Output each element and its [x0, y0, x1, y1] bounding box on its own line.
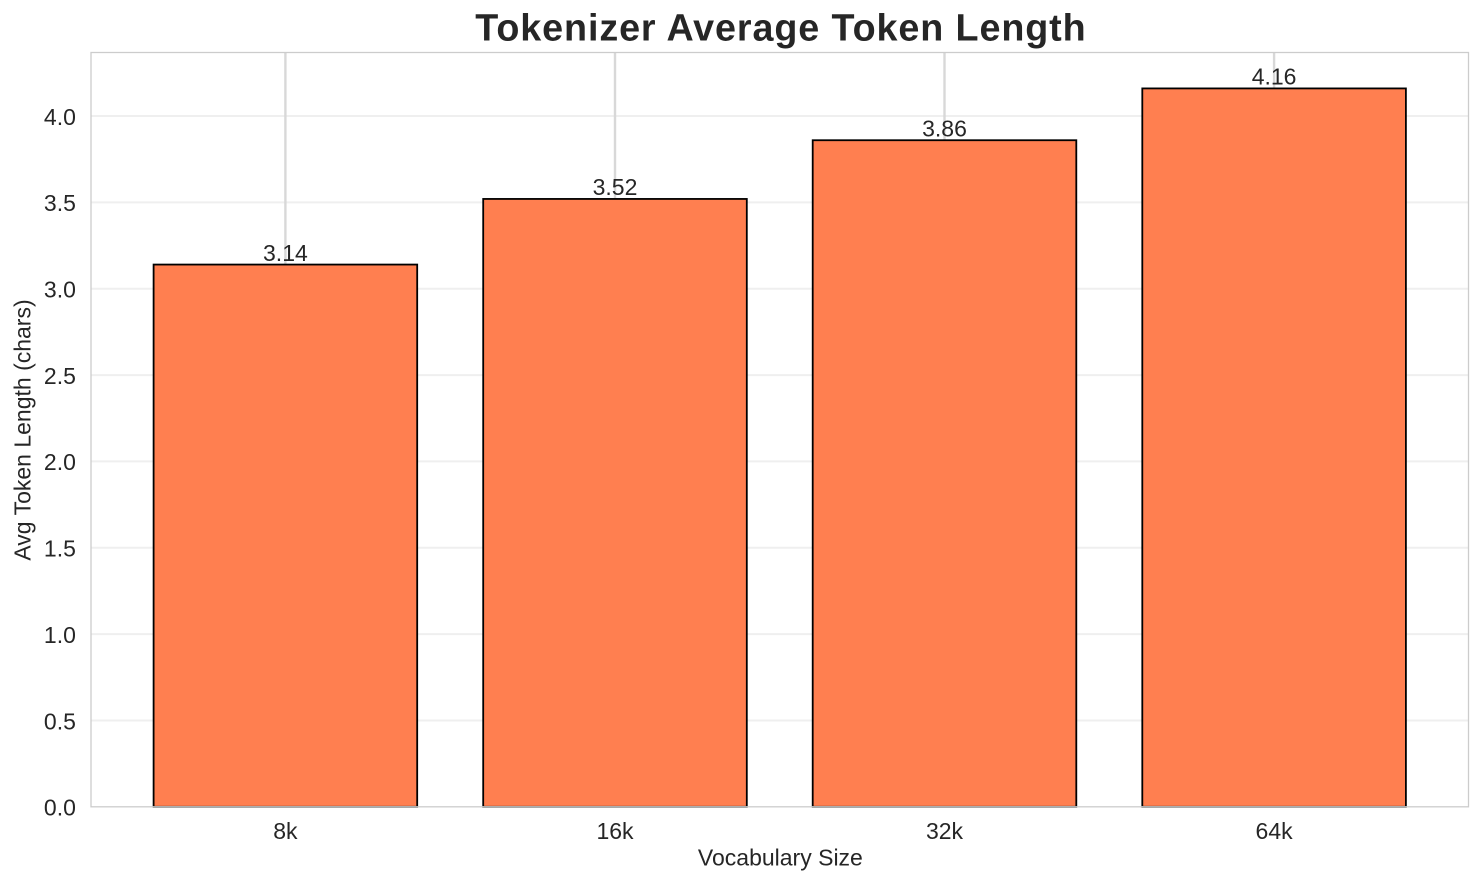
svg-text:Tokenizer Average Token Length: Tokenizer Average Token Length	[475, 7, 1086, 49]
svg-text:1.5: 1.5	[44, 536, 76, 562]
svg-text:32k: 32k	[926, 818, 964, 844]
svg-text:3.14: 3.14	[263, 240, 308, 266]
svg-text:4.16: 4.16	[1252, 64, 1297, 90]
svg-text:2.0: 2.0	[44, 449, 76, 475]
svg-text:3.86: 3.86	[922, 116, 967, 142]
svg-text:1.0: 1.0	[44, 622, 76, 648]
svg-text:8k: 8k	[273, 818, 298, 844]
svg-text:3.52: 3.52	[593, 174, 638, 200]
svg-text:16k: 16k	[596, 818, 634, 844]
svg-text:4.0: 4.0	[44, 104, 76, 130]
svg-text:Avg Token Length (chars): Avg Token Length (chars)	[10, 299, 36, 560]
svg-text:64k: 64k	[1256, 818, 1294, 844]
svg-text:2.5: 2.5	[44, 363, 76, 389]
svg-text:0.0: 0.0	[44, 795, 76, 821]
svg-text:Vocabulary Size: Vocabulary Size	[698, 844, 863, 870]
svg-text:3.5: 3.5	[44, 190, 76, 216]
svg-text:3.0: 3.0	[44, 277, 76, 303]
svg-text:0.5: 0.5	[44, 708, 76, 734]
